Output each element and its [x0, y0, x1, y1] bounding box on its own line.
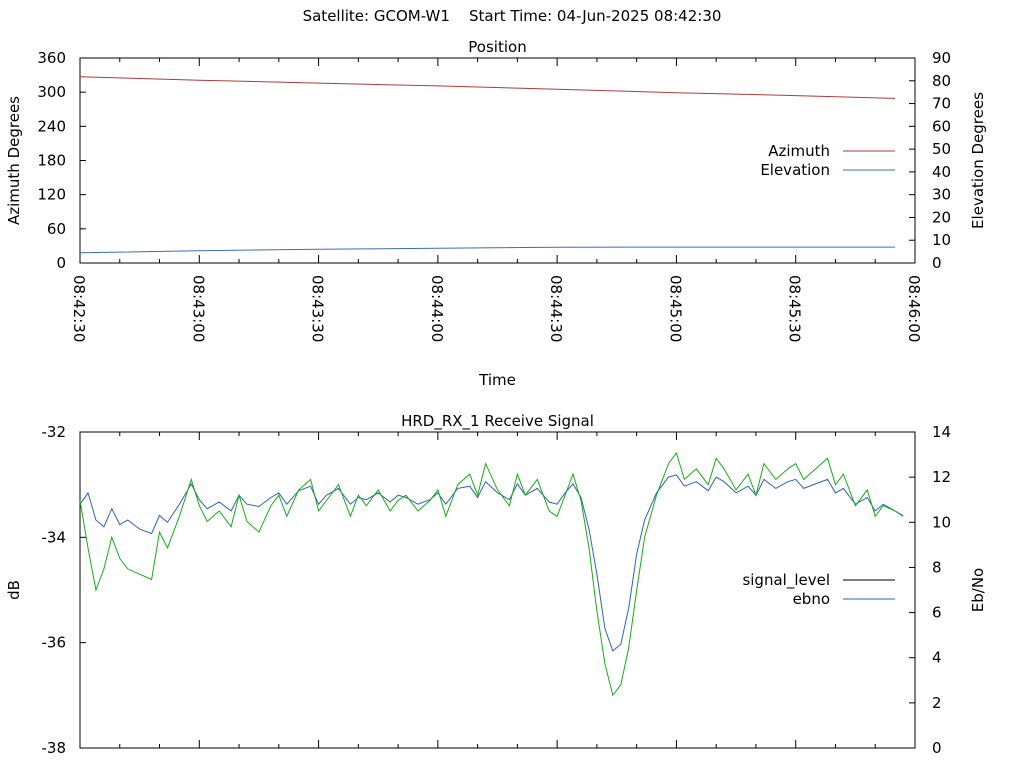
- position-ytick-label: 360: [37, 49, 66, 67]
- position-ytick-label: 0: [56, 254, 66, 272]
- signal-series-ebno: [79, 474, 904, 652]
- position-xtick-label: 08:44:00: [428, 275, 446, 342]
- position-chart-title: Position: [468, 38, 526, 56]
- signal-series-signal-trace: [79, 452, 904, 697]
- position-y2tick-label: 70: [932, 95, 951, 113]
- position-x-axis-label: Time: [478, 371, 516, 389]
- position-ytick-label: 60: [47, 220, 66, 238]
- position-y2tick-label: 10: [932, 231, 951, 249]
- signal-ytick-label: -32: [42, 423, 67, 441]
- position-legend-label: Elevation: [760, 161, 830, 179]
- position-y2tick-label: 40: [932, 163, 951, 181]
- position-xtick-label: 08:43:30: [309, 275, 327, 342]
- signal-y2tick-label: 6: [932, 604, 942, 622]
- position-ytick-label: 180: [37, 152, 66, 170]
- position-y2tick-label: 50: [932, 140, 951, 158]
- position-ytick-label: 240: [37, 117, 66, 135]
- position-y2-axis-label: Elevation Degrees: [969, 92, 987, 229]
- signal-chart-title: HRD_RX_1 Receive Signal: [401, 412, 594, 431]
- position-ytick-label: 120: [37, 186, 66, 204]
- position-y2tick-label: 90: [932, 49, 951, 67]
- position-xtick-label: 08:46:00: [905, 275, 923, 342]
- position-xtick-label: 08:44:30: [547, 275, 565, 342]
- signal-y2tick-label: 10: [932, 513, 951, 531]
- signal-ytick-label: -36: [42, 634, 67, 652]
- satellite-label: Satellite: GCOM-W1: [302, 7, 450, 25]
- position-y2tick-label: 30: [932, 186, 951, 204]
- signal-y2tick-label: 14: [932, 423, 951, 441]
- header-line: Satellite: GCOM-W1 Start Time: 04-Jun-20…: [0, 7, 1024, 25]
- start-time-label: Start Time: 04-Jun-2025 08:42:30: [468, 7, 722, 25]
- position-series-azimuth: [79, 76, 896, 99]
- position-y2tick-label: 80: [932, 72, 951, 90]
- signal-y2tick-label: 12: [932, 468, 951, 486]
- position-ytick-label: 300: [37, 83, 66, 101]
- position-xtick-label: 08:45:30: [786, 275, 804, 342]
- position-y2tick-label: 0: [932, 254, 942, 272]
- position-xtick-label: 08:42:30: [70, 275, 88, 342]
- signal-y2-axis-label: Eb/No: [969, 568, 987, 612]
- position-xtick-label: 08:43:00: [189, 275, 207, 342]
- signal-y2tick-label: 8: [932, 558, 942, 576]
- position-y2tick-label: 20: [932, 208, 951, 226]
- position-y-axis-label: Azimuth Degrees: [5, 96, 23, 225]
- signal-y2tick-label: 2: [932, 694, 942, 712]
- signal-y2tick-label: 4: [932, 649, 942, 667]
- signal-y-axis-label: dB: [5, 580, 23, 600]
- signal-legend-label: signal_level: [742, 571, 830, 590]
- position-y2tick-label: 60: [932, 117, 951, 135]
- signal-ytick-label: -34: [42, 528, 67, 546]
- position-series-elevation: [79, 246, 896, 254]
- position-xtick-label: 08:45:00: [666, 275, 684, 342]
- position-legend-label: Azimuth: [768, 142, 830, 160]
- signal-y2tick-label: 0: [932, 739, 942, 757]
- signal-legend-label: ebno: [793, 590, 830, 608]
- signal-plot-frame: [79, 431, 916, 749]
- signal-ytick-label: -38: [42, 739, 67, 757]
